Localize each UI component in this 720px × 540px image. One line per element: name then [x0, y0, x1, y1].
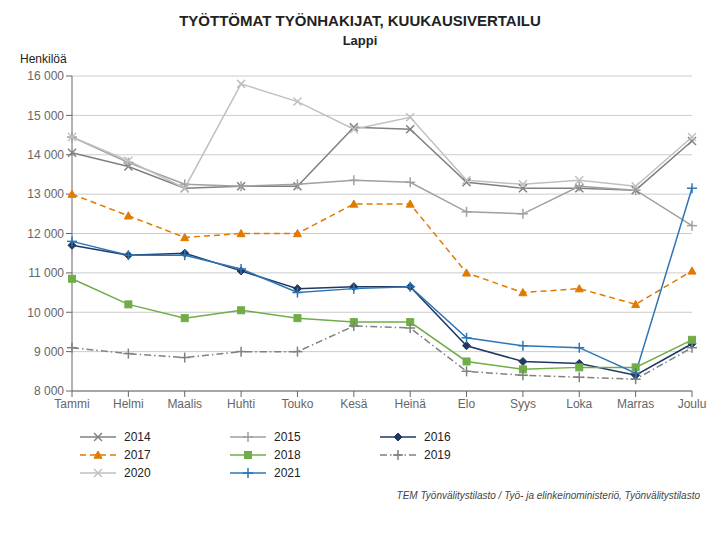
svg-text:Maalis: Maalis [167, 397, 202, 411]
svg-text:14 000: 14 000 [27, 148, 64, 162]
html-text:TEM Työnvälitystilasto / Työ-: TEM Työnvälitystilasto / Työ- ja elinkei… [396, 490, 700, 501]
html-text:Lappi: Lappi [342, 33, 378, 48]
svg-text:Syys: Syys [510, 397, 536, 411]
html-text:2020: 2020 [124, 466, 151, 480]
svg-text:Kesä: Kesä [340, 397, 368, 411]
svg-text:Touko: Touko [281, 397, 313, 411]
html-text:2018: 2018 [274, 448, 301, 462]
html-text:2014: 2014 [124, 430, 151, 444]
html-text:2019: 2019 [424, 448, 451, 462]
svg-text:Heinä: Heinä [395, 397, 427, 411]
svg-text:13 000: 13 000 [27, 187, 64, 201]
svg-text:10 000: 10 000 [27, 306, 64, 320]
svg-text:12 000: 12 000 [27, 227, 64, 241]
svg-text:Marras: Marras [617, 397, 654, 411]
svg-text:16 000: 16 000 [27, 69, 64, 83]
html-text:2017: 2017 [124, 448, 151, 462]
html-text:2021: 2021 [274, 466, 301, 480]
svg-text:Tammi: Tammi [54, 397, 89, 411]
html-text:Henkilöä: Henkilöä [20, 52, 67, 66]
svg-text:9 000: 9 000 [34, 345, 64, 359]
svg-text:Huhti: Huhti [227, 397, 255, 411]
html-text:TYÖTTÖMAT TYÖNHAKIJAT, KUUKAUS: TYÖTTÖMAT TYÖNHAKIJAT, KUUKAUSIVERTAILU [179, 12, 541, 29]
svg-text:Elo: Elo [458, 397, 476, 411]
svg-text:11 000: 11 000 [28, 266, 64, 280]
svg-text:8 000: 8 000 [34, 384, 64, 398]
svg-text:15 000: 15 000 [27, 109, 64, 123]
html-text:2016: 2016 [424, 430, 451, 444]
svg-text:Joulu: Joulu [678, 397, 707, 411]
svg-text:Helmi: Helmi [113, 397, 144, 411]
svg-text:Loka: Loka [566, 397, 592, 411]
html-text:2015: 2015 [274, 430, 301, 444]
